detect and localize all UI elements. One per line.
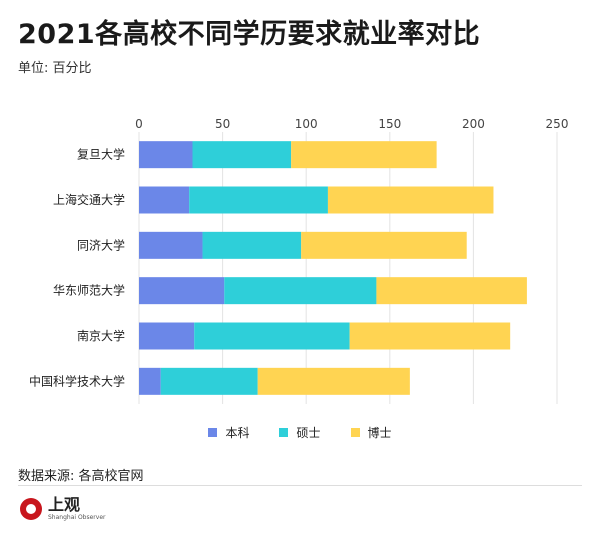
legend: 本科 硕士 博士 [0,424,600,441]
grid-lines [138,132,558,404]
bar-segment-硕士 [189,186,328,214]
bar-segment-博士 [301,231,467,259]
bar-segment-硕士 [192,141,292,169]
category-label: 上海交通大学 [53,192,125,207]
legend-item: 博士 [350,424,392,441]
publisher-logo: 上观 Shanghai Observer [20,497,105,521]
legend-label: 硕士 [296,426,321,440]
bar-segment-本科 [139,141,193,169]
category-label: 同济大学 [77,237,125,252]
x-tick-label: 0 [135,117,143,131]
x-tick-label: 50 [215,117,230,131]
legend-swatch [279,428,289,437]
logo-icon [20,498,42,520]
logo-tagline: Shanghai Observer [48,514,106,521]
chart-subtitle: 单位: 百分比 [18,61,92,76]
x-tick-label: 250 [546,117,569,131]
bar-segment-博士 [349,322,511,350]
category-label: 南京大学 [77,328,125,343]
x-axis-ticks: 0 50 100 150 200 250 [135,117,568,131]
bar-segment-博士 [376,277,527,305]
bar-segment-博士 [291,141,437,169]
legend-item: 本科 [208,424,249,441]
category-label: 中国科学技术大学 [29,373,125,388]
logo-name: 上观 [48,495,81,514]
category-label: 复旦大学 [77,147,125,162]
x-tick-label: 100 [295,117,318,131]
bar-segment-本科 [139,367,161,395]
bar-segment-博士 [327,186,494,214]
bar-segment-硕士 [160,367,258,395]
bar-segment-硕士 [224,277,377,305]
bar-segment-硕士 [194,322,350,350]
bar-segment-硕士 [202,231,302,259]
legend-item: 硕士 [279,424,321,441]
chart-title: 2021各高校不同学历要求就业率对比 [18,19,481,50]
legend-label: 博士 [367,426,392,440]
legend-swatch [350,428,360,437]
bar-segment-本科 [139,231,203,259]
category-label: 华东师范大学 [53,283,125,298]
bar-segment-博士 [257,367,410,395]
stacked-bar-chart: 0 50 100 150 200 250 复旦大学上海交通大学同济大学华东师范大学南京大学… [29,117,568,404]
data-source: 数据来源: 各高校官网 [18,469,144,484]
bar-segment-本科 [139,186,190,214]
x-tick-label: 200 [462,117,485,131]
bars [139,141,527,395]
footer-divider [18,485,582,486]
bar-segment-本科 [139,277,225,305]
x-tick-label: 150 [378,117,401,131]
legend-swatch [208,428,218,437]
legend-label: 本科 [225,426,250,440]
bar-segment-本科 [139,322,195,350]
